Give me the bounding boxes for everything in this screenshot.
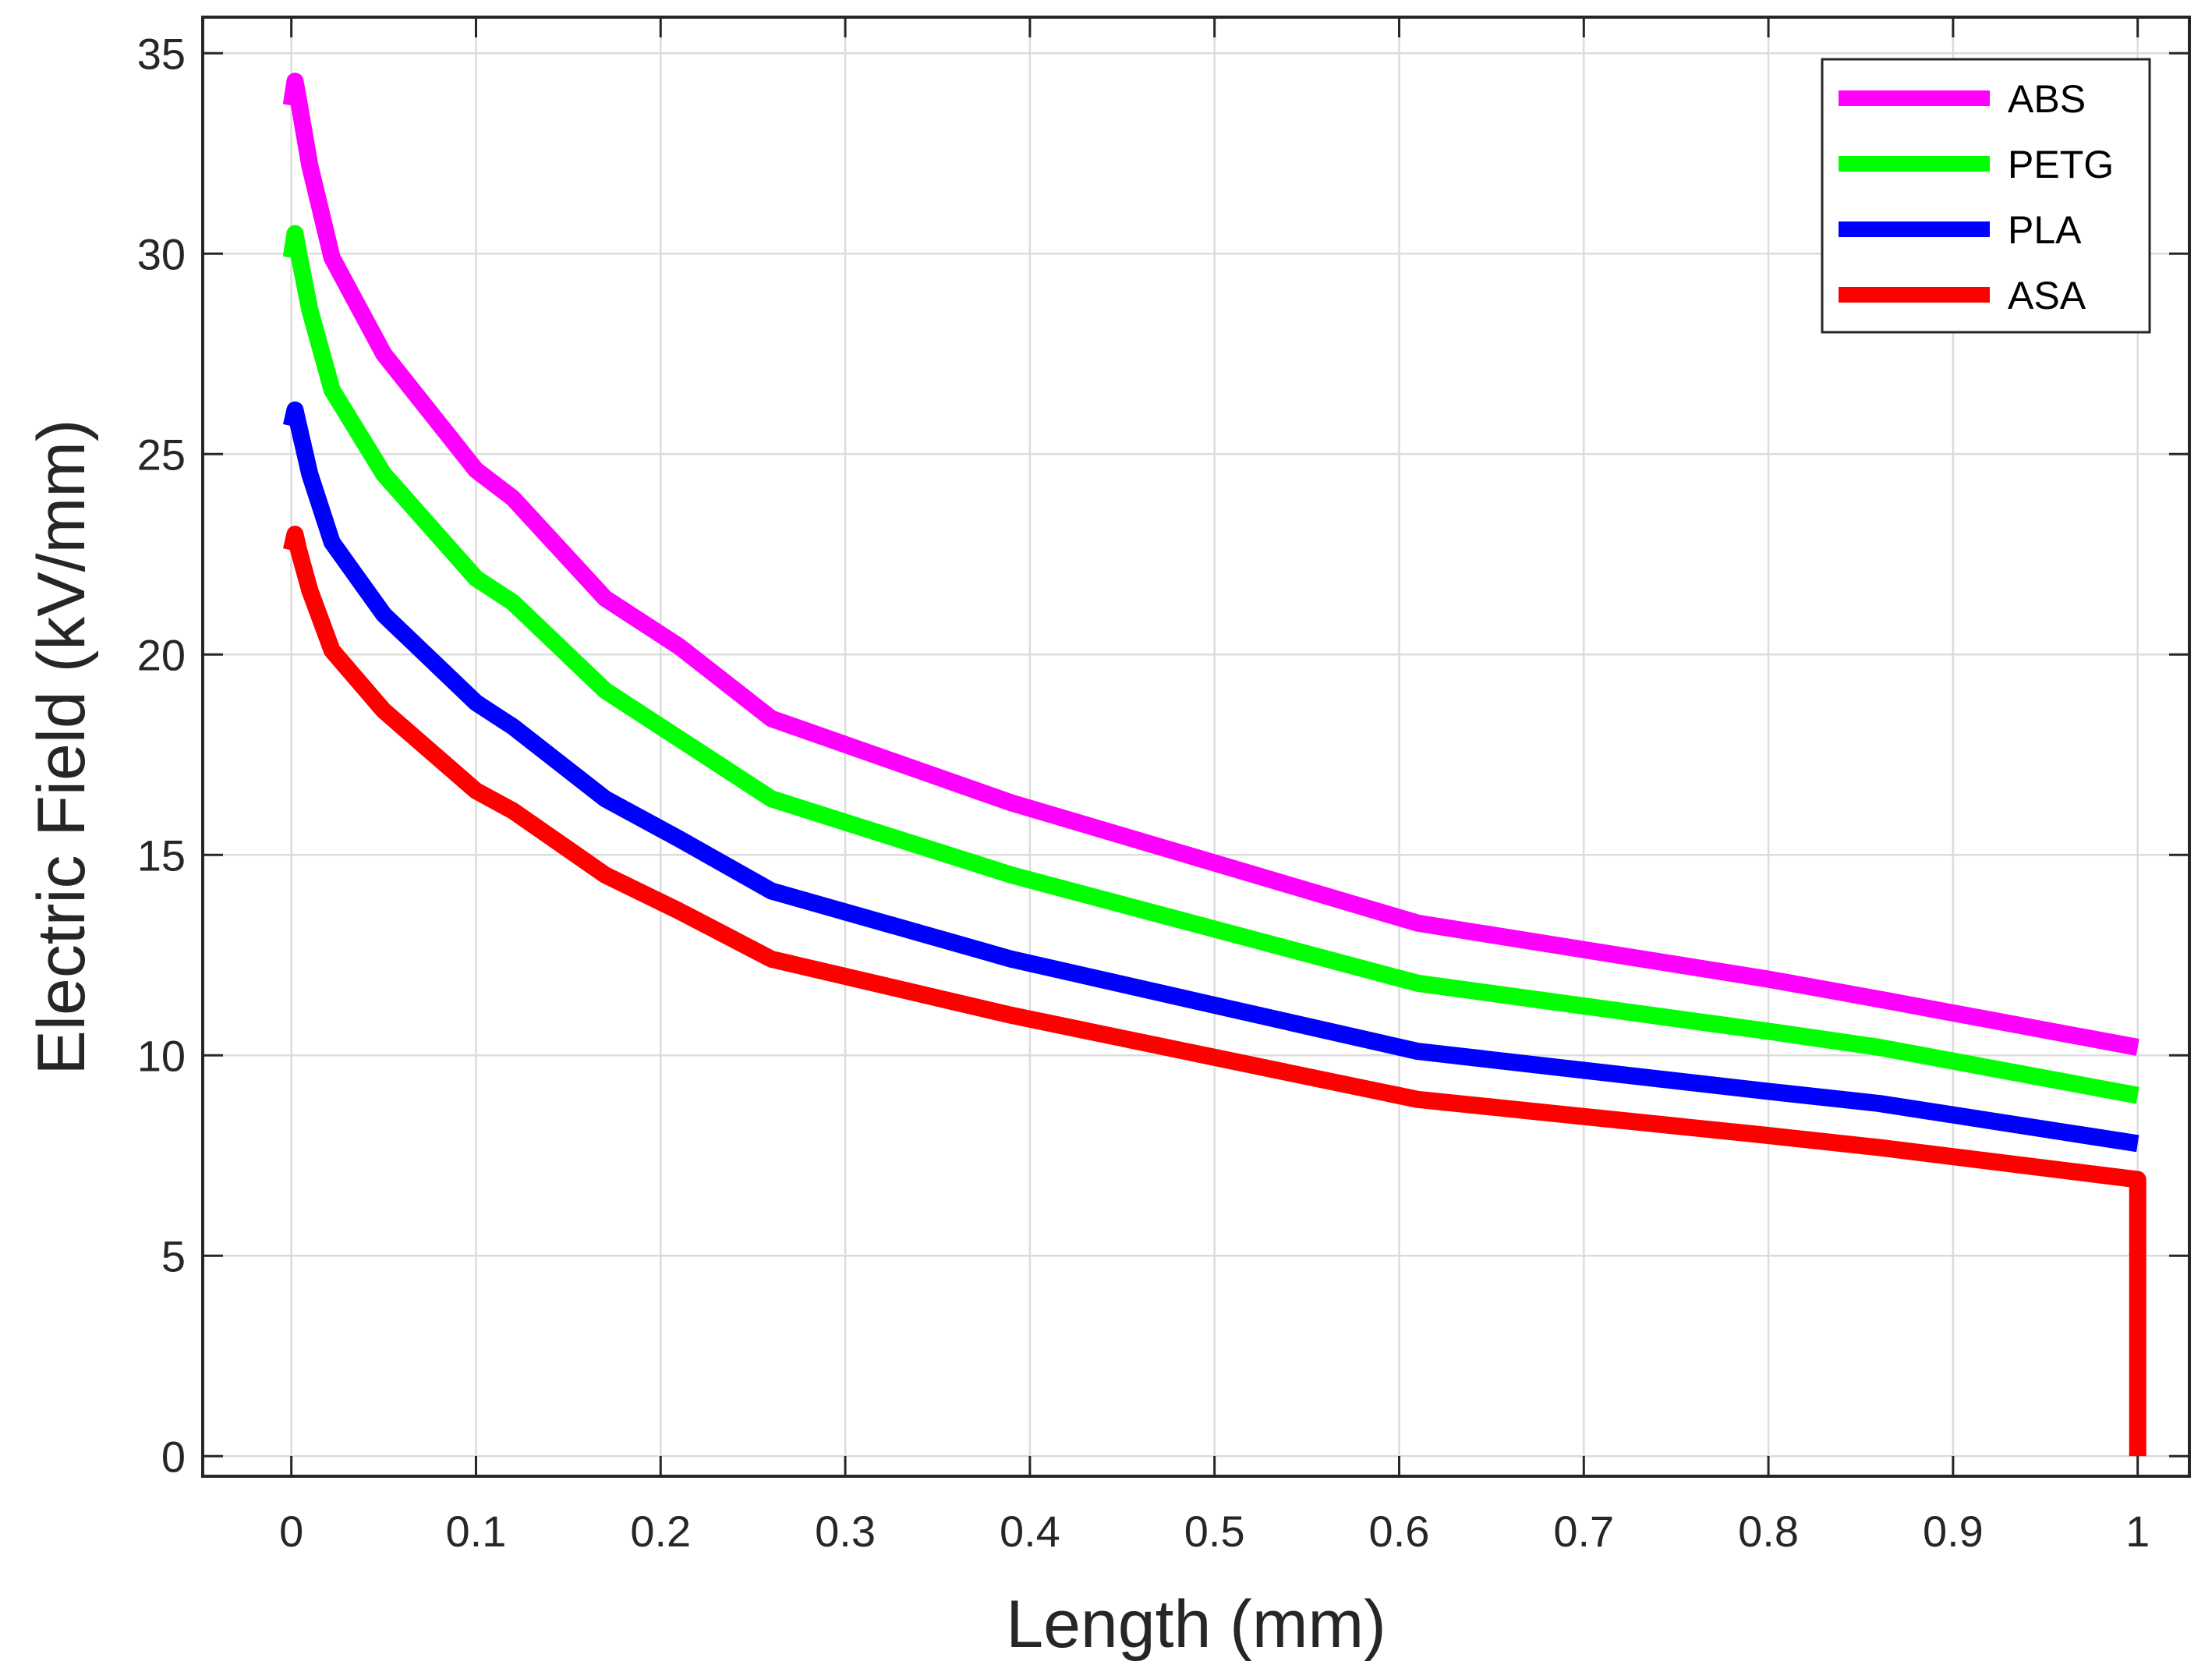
- y-axis-title: Electric Field (kV/mm): [24, 420, 99, 1075]
- x-tick-label: 0.6: [1369, 1507, 1430, 1556]
- legend-label-abs: ABS: [2008, 77, 2086, 121]
- x-tick-label: 0.7: [1553, 1507, 1614, 1556]
- y-tick-label: 20: [137, 630, 186, 679]
- y-axis-ticks: [203, 51, 2189, 1458]
- series-line-petg: [282, 225, 2139, 1104]
- y-tick-label: 30: [137, 229, 186, 278]
- legend: ABS PETG PLA ASA: [1821, 58, 2151, 334]
- x-tick-label: 1: [2125, 1507, 2150, 1556]
- y-tick-label: 10: [137, 1031, 186, 1080]
- x-axis-ticks: [290, 17, 2139, 1476]
- x-tick-label: 0.3: [815, 1507, 876, 1556]
- y-tick-label: 25: [137, 430, 186, 479]
- x-tick-label: 0.1: [446, 1507, 507, 1556]
- plot-frame: [201, 16, 2191, 1478]
- x-tick-label: 0.8: [1738, 1507, 1799, 1556]
- series-line-asa: [282, 526, 2147, 1457]
- series-layer: [282, 73, 2147, 1457]
- y-tick-label: 15: [137, 831, 186, 880]
- legend-label-petg: PETG: [2008, 143, 2114, 186]
- y-tick-label: 5: [161, 1231, 186, 1281]
- x-tick-label: 0.5: [1184, 1507, 1245, 1556]
- legend-label-pla: PLA: [2008, 208, 2082, 252]
- y-tick-label: 35: [137, 29, 186, 78]
- y-tick-label: 0: [161, 1432, 186, 1481]
- series-line-abs: [282, 73, 2139, 1056]
- x-tick-label: 0.9: [1923, 1507, 1984, 1556]
- x-tick-label: 0.2: [630, 1507, 691, 1556]
- y-axis-tick-labels: 0 5 10 15 20 25 30 35: [137, 29, 186, 1481]
- x-tick-label: 0: [279, 1507, 303, 1556]
- x-axis-title: Length (mm): [1006, 1587, 1386, 1662]
- x-tick-label: 0.4: [1000, 1507, 1060, 1556]
- series-line-pla: [282, 401, 2139, 1153]
- x-axis-tick-labels: 0 0.1 0.2 0.3 0.4 0.5 0.6 0.7 0.8 0.9 1: [279, 1507, 2150, 1556]
- legend-label-asa: ASA: [2008, 274, 2086, 317]
